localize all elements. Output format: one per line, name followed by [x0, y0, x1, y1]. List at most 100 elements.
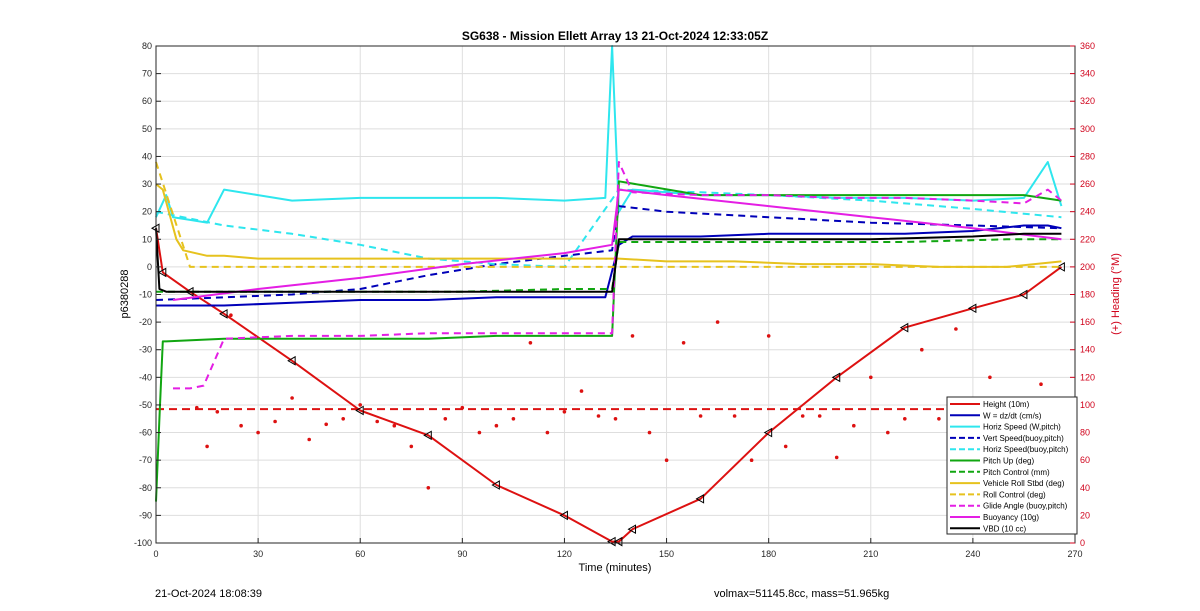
height-marker [613, 536, 623, 547]
y-tick-label: -50 [139, 400, 152, 410]
x-tick-label: 60 [355, 549, 365, 559]
y2-axis-label: (+) Heading (°M) [1110, 253, 1122, 335]
heading-dot [852, 423, 856, 428]
legend-label: Vert Speed(buoy,pitch) [983, 434, 1064, 443]
heading-dot [800, 414, 805, 418]
y-tick-label: -40 [139, 372, 152, 382]
heading-dot [358, 403, 363, 407]
height-marker [763, 427, 773, 438]
y2-tick-label: 120 [1080, 372, 1095, 382]
x-tick-label: 180 [761, 549, 776, 559]
heading-dot [1039, 382, 1043, 387]
y2-tick-label: 160 [1080, 317, 1095, 327]
height-marker [157, 267, 167, 278]
heading-dot [954, 327, 958, 331]
heading-dot [766, 334, 771, 338]
heading-dot [443, 417, 448, 421]
heading-dot [375, 419, 380, 424]
series-line-0 [155, 228, 1062, 543]
heading-dot [834, 455, 839, 460]
heading-dot [596, 414, 601, 418]
series-lines [150, 45, 1065, 547]
y2-tick-label: 240 [1080, 207, 1095, 217]
y2-tick-label: 200 [1080, 262, 1095, 272]
height-marker [967, 303, 977, 314]
height-marker [355, 405, 364, 416]
heading-dot [937, 417, 941, 421]
heading-dot [749, 458, 754, 463]
x-tick-label: 270 [1067, 549, 1082, 559]
x-tick-label: 150 [659, 549, 674, 559]
y-tick-label: -20 [139, 317, 152, 327]
series-line-3 [155, 205, 1062, 301]
y2-tick-label: 180 [1080, 290, 1095, 300]
heading-dot [886, 430, 890, 435]
y-tick-label: 70 [142, 69, 152, 79]
legend-label: Pitch Up (deg) [983, 457, 1034, 466]
heading-dot [273, 419, 277, 424]
heading-dot [290, 396, 294, 400]
heading-dot [562, 410, 567, 414]
heading-dot [511, 417, 516, 421]
y2-tick-label: 100 [1080, 400, 1095, 410]
y2-tick-label: 80 [1080, 428, 1090, 438]
y-tick-label: 30 [142, 179, 152, 189]
height-marker [1056, 262, 1065, 272]
heading-dot [392, 423, 397, 428]
y2-tick-label: 40 [1080, 483, 1090, 493]
x-tick-label: 210 [863, 549, 878, 559]
height-marker [219, 308, 228, 319]
series-line-9 [173, 161, 1063, 390]
heading-dot [256, 430, 260, 435]
y2-tick-label: 320 [1080, 96, 1095, 106]
heading-dot [205, 444, 209, 449]
footer-timestamp: 21-Oct-2024 18:08:39 [155, 588, 263, 600]
heading-dot [341, 417, 346, 421]
height-marker [627, 524, 637, 535]
heading-dot [647, 430, 652, 435]
heading-dot [783, 444, 788, 449]
legend-label: Pitch Control (mm) [983, 468, 1050, 477]
height-marker [899, 322, 909, 333]
height-marker [559, 510, 568, 521]
y2-tick-label: 300 [1080, 124, 1095, 134]
y-tick-label: -10 [139, 290, 152, 300]
series-line-11 [155, 228, 1062, 293]
y-tick-label: 80 [142, 41, 152, 51]
height-marker [423, 430, 432, 441]
heading-dot [229, 313, 233, 318]
heading-dot [545, 430, 550, 435]
footer-vehicle-info: volmax=51145.8cc, mass=51.965kg [714, 588, 890, 600]
heading-dot [239, 423, 243, 428]
y-tick-label: 0 [147, 262, 152, 272]
series-line-8 [155, 161, 1062, 268]
y-tick-label: -80 [139, 483, 152, 493]
height-marker [831, 372, 841, 383]
y-tick-label: -60 [139, 428, 152, 438]
heading-dot [732, 414, 737, 418]
x-tick-label: 240 [965, 549, 980, 559]
series-line-6 [156, 238, 1062, 293]
height-marker [1018, 289, 1028, 300]
legend-label: Buoyancy (10g) [983, 513, 1039, 522]
legend-label: Vehicle Roll Stbd (deg) [983, 479, 1065, 488]
y2-tick-label: 340 [1080, 69, 1095, 79]
heading-dot [324, 422, 329, 427]
y-tick-label: 10 [142, 234, 152, 244]
legend-label: Horiz Speed(buoy,pitch) [983, 445, 1069, 454]
y-tick-label: 40 [142, 151, 152, 161]
y-axis-right: 3603403203002802602402202001801601401201… [1070, 41, 1095, 548]
y2-tick-label: 220 [1080, 234, 1095, 244]
heading-dot [817, 414, 822, 418]
series-line-5 [155, 180, 1062, 502]
legend-label: VBD (10 cc) [983, 524, 1026, 533]
heading-dot [903, 417, 907, 421]
legend-label: Roll Control (deg) [983, 490, 1046, 499]
chart-title: SG638 - Mission Ellett Array 13 21-Oct-2… [462, 29, 768, 43]
y2-tick-label: 60 [1080, 455, 1090, 465]
heading-dot [195, 405, 199, 410]
y-axis-left: 80 70 60 50 40 30 20 10 0 -10 -20 -30 -40 -50 -60 -70 -8… [134, 41, 161, 548]
y-tick-label: -30 [139, 345, 152, 355]
